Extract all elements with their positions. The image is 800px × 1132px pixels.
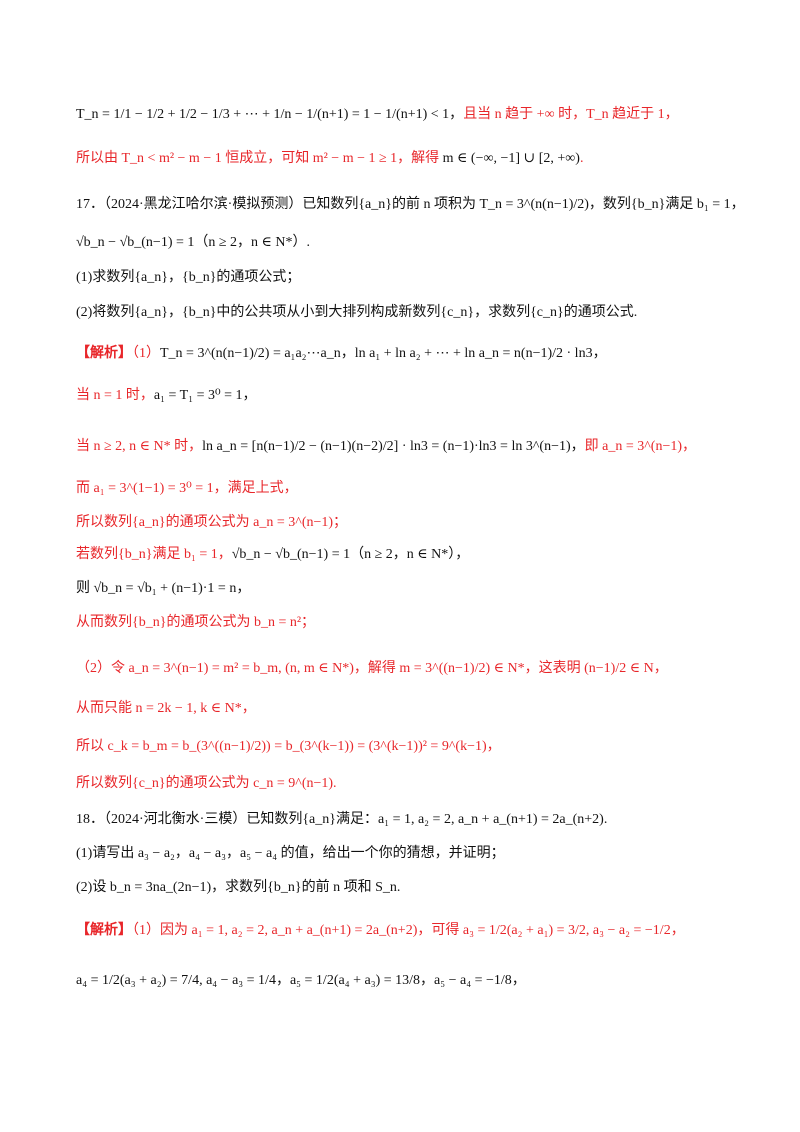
text-line: √b_n − √b_(n−1) = 1（n ≥ 2，n ∈ N*）.: [76, 234, 760, 252]
text-segment: （2）令 a_n = 3^(n−1) = m² = b_m, (n, m ∈ N…: [76, 661, 668, 676]
solution-label: 【解析】: [76, 923, 132, 938]
text-line: 当 n ≥ 2, n ∈ N* 时，ln a_n = [n(n−1)/2 − (…: [76, 438, 760, 456]
text-segment: 所以数列{c_n}的通项公式为 c_n = 9^(n−1).: [76, 776, 337, 791]
text-segment: (1)请写出 a₃ − a₂，a₄ − a₃，a₅ − a₄ 的值，给出一个你的…: [76, 846, 505, 861]
text-segment: 所以 c_k = b_m = b_(3^((n−1)/2)) = b_(3^(k…: [76, 739, 501, 754]
text-line: a₄ = 1/2(a₃ + a₂) = 7/4, a₄ − a₃ = 1/4，a…: [76, 972, 760, 990]
text-line: 而 a₁ = 3^(1−1) = 3⁰ = 1，满足上式，: [76, 480, 760, 498]
text-line: 从而数列{b_n}的通项公式为 b_n = n²；: [76, 614, 760, 632]
text-line: 若数列{b_n}满足 b₁ = 1，√b_n − √b_(n−1) = 1（n …: [76, 546, 760, 564]
text-segment: T_n = 3^(n(n−1)/2) = a₁a₂⋯a_n，ln a₁ + ln…: [160, 346, 607, 361]
question-1: (1)求数列{a_n}，{b_n}的通项公式；: [76, 269, 760, 287]
text-segment: 从而数列{b_n}的通项公式为 b_n = n²；: [76, 615, 316, 630]
text-segment: T_n = 1/1 − 1/2 + 1/2 − 1/3 + ⋯ + 1/n − …: [76, 107, 464, 122]
text-line: 所以由 T_n < m² − m − 1 恒成立，可知 m² − m − 1 ≥…: [76, 150, 760, 168]
text-line: 所以数列{c_n}的通项公式为 c_n = 9^(n−1).: [76, 775, 760, 793]
text-segment: 18．（2024·河北衡水·三模）已知数列{a_n}满足：a₁ = 1, a₂ …: [76, 812, 608, 827]
text-segment: √b_n − √b_(n−1) = 1（n ≥ 2，n ∈ N*）.: [76, 235, 311, 250]
text-segment: 所以数列{a_n}的通项公式为 a_n = 3^(n−1)；: [76, 515, 348, 530]
text-segment: 当 n ≥ 2, n ∈ N* 时，: [76, 439, 203, 454]
problem-17-statement: 17．（2024·黑龙江哈尔滨·模拟预测）已知数列{a_n}的前 n 项积为 T…: [76, 196, 760, 214]
text-segment: (1)求数列{a_n}，{b_n}的通项公式；: [76, 270, 301, 285]
question-1: (1)请写出 a₃ − a₂，a₄ − a₃，a₅ − a₄ 的值，给出一个你的…: [76, 845, 760, 863]
text-segment: .: [579, 151, 584, 166]
text-line: 所以 c_k = b_m = b_(3^((n−1)/2)) = b_(3^(k…: [76, 738, 760, 756]
text-segment: 当 n = 1 时，: [76, 388, 154, 403]
solution-label: 【解析】: [76, 346, 132, 361]
text-segment: （1）因为 a₁ = 1, a₂ = 2, a_n + a_(n+1) = 2a…: [132, 923, 685, 938]
question-2: (2)设 b_n = 3na_(2n−1)，求数列{b_n}的前 n 项和 S_…: [76, 879, 760, 897]
text-line: 则 √b_n = √b₁ + (n−1)·1 = n，: [76, 580, 760, 598]
text-line: 所以数列{a_n}的通项公式为 a_n = 3^(n−1)；: [76, 514, 760, 532]
text-segment: ln a_n = [n(n−1)/2 − (n−1)(n−2)/2] · ln3…: [202, 439, 585, 454]
text-segment: a₄ = 1/2(a₃ + a₂) = 7/4, a₄ − a₃ = 1/4，a…: [76, 973, 526, 988]
problem-18-statement: 18．（2024·河北衡水·三模）已知数列{a_n}满足：a₁ = 1, a₂ …: [76, 811, 760, 829]
text-segment: (2)设 b_n = 3na_(2n−1)，求数列{b_n}的前 n 项和 S_…: [76, 880, 401, 895]
text-segment: （1）: [132, 346, 160, 361]
text-segment: 若数列{b_n}满足 b₁ = 1，: [76, 547, 232, 562]
text-line: 当 n = 1 时，a₁ = T₁ = 3⁰ = 1，: [76, 387, 760, 405]
text-segment: (2)将数列{a_n}，{b_n}中的公共项从小到大排列构成新数列{c_n}，求…: [76, 305, 638, 320]
text-segment: 且当 n 趋于 +∞ 时，T_n 趋近于 1，: [463, 107, 679, 122]
text-line: （2）令 a_n = 3^(n−1) = m² = b_m, (n, m ∈ N…: [76, 660, 760, 678]
text-segment: √b_n − √b_(n−1) = 1（n ≥ 2，n ∈ N*），: [231, 547, 470, 562]
text-segment: 从而只能 n = 2k − 1, k ∈ N*，: [76, 701, 256, 716]
text-segment: 即 a_n = 3^(n−1)，: [584, 439, 697, 454]
text-line: 从而只能 n = 2k − 1, k ∈ N*，: [76, 700, 760, 718]
text-segment: m ∈ (−∞, −1] ∪ [2, +∞): [442, 151, 580, 166]
text-segment: 则 √b_n = √b₁ + (n−1)·1 = n，: [76, 581, 251, 596]
question-2: (2)将数列{a_n}，{b_n}中的公共项从小到大排列构成新数列{c_n}，求…: [76, 304, 760, 322]
text-segment: a₁ = T₁ = 3⁰ = 1，: [153, 388, 257, 403]
text-segment: 17．（2024·黑龙江哈尔滨·模拟预测）已知数列{a_n}的前 n 项积为 T…: [76, 197, 745, 212]
text-segment: 而 a₁ = 3^(1−1) = 3⁰ = 1，满足上式，: [76, 481, 298, 496]
solution-start: 【解析】（1）T_n = 3^(n(n−1)/2) = a₁a₂⋯a_n，ln …: [76, 345, 760, 363]
text-line: T_n = 1/1 − 1/2 + 1/2 − 1/3 + ⋯ + 1/n − …: [76, 106, 760, 124]
solution-start: 【解析】（1）因为 a₁ = 1, a₂ = 2, a_n + a_(n+1) …: [76, 922, 760, 940]
text-segment: 所以由 T_n < m² − m − 1 恒成立，可知 m² − m − 1 ≥…: [76, 151, 443, 166]
